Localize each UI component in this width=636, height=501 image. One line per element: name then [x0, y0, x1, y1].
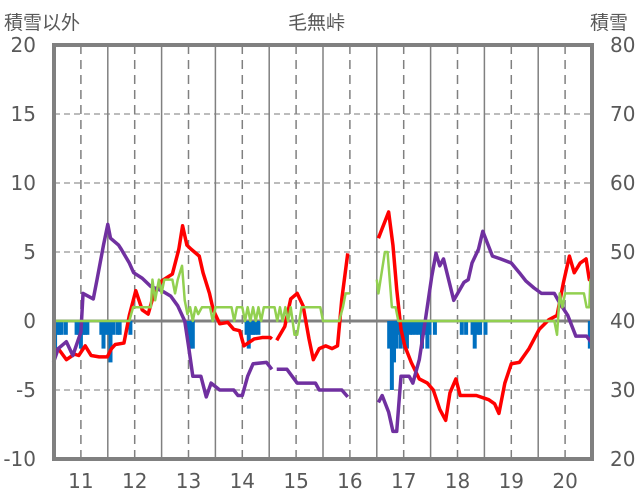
precip-bar	[410, 321, 415, 335]
precip-bar	[432, 321, 437, 335]
left-axis-title: 積雪以外	[4, 12, 81, 34]
precip-bar	[389, 321, 394, 390]
x-tick-label: 11	[68, 469, 93, 493]
precip-bar	[103, 321, 108, 335]
precip-bar	[190, 321, 195, 349]
precip-bar	[402, 321, 407, 349]
precip-bar	[99, 321, 104, 335]
precip-bar	[396, 321, 401, 335]
precip-bar	[74, 321, 79, 335]
x-tick-label: 19	[499, 469, 524, 493]
right-tick-label: 80	[610, 33, 635, 57]
precip-bar	[81, 321, 86, 335]
x-tick-label: 16	[337, 469, 362, 493]
precip-bar	[244, 321, 249, 335]
precip-bar	[117, 321, 122, 335]
series-red-line	[376, 210, 594, 423]
precip-bar	[188, 321, 193, 349]
precip-bar	[83, 321, 88, 335]
precip-bar	[111, 321, 116, 335]
right-tick-label: 40	[610, 309, 635, 333]
precip-bar	[475, 321, 480, 335]
right-axis-title: 積雪	[590, 12, 629, 34]
x-tick-label: 12	[122, 469, 147, 493]
left-tick-label: 5	[23, 240, 36, 264]
left-tick-label: -10	[3, 447, 36, 471]
precip-bar	[256, 321, 261, 335]
x-tick-label: 17	[391, 469, 416, 493]
right-tick-label: 30	[610, 378, 635, 402]
precip-bar	[253, 321, 258, 335]
precip-bar	[400, 321, 405, 335]
precip-bar	[459, 321, 464, 335]
precip-bar	[101, 321, 106, 349]
series-green-line	[54, 264, 350, 337]
precip-bar	[404, 321, 409, 349]
x-tick-label: 13	[176, 469, 201, 493]
x-tick-label: 20	[552, 469, 577, 493]
plot-frame	[52, 43, 594, 461]
left-tick-label: -5	[16, 378, 36, 402]
left-tick-label: 10	[11, 171, 36, 195]
left-tick-label: 15	[11, 102, 36, 126]
precip-bar	[413, 321, 418, 335]
chart-title: 毛無峠	[288, 12, 346, 34]
precip-bar	[416, 321, 421, 335]
right-tick-label: 20	[610, 447, 635, 471]
series-red-line	[52, 224, 274, 362]
left-tick-label: 20	[11, 33, 36, 57]
precip-bar	[59, 321, 64, 335]
series-green-line	[375, 250, 594, 337]
precip-bar	[425, 321, 430, 349]
right-tick-label: 70	[610, 102, 635, 126]
precip-bar	[128, 321, 133, 335]
precip-bar	[392, 321, 397, 363]
precip-bar	[470, 321, 475, 335]
series-red-line	[275, 253, 350, 362]
precip-bar	[427, 321, 432, 335]
precip-bar	[108, 321, 113, 363]
series-purple-line	[51, 222, 274, 399]
precip-bar	[76, 321, 81, 335]
precip-bar	[408, 321, 413, 335]
precip-bar	[464, 321, 469, 335]
right-tick-label: 50	[610, 240, 635, 264]
precip-bar	[248, 321, 253, 335]
precip-bar	[186, 321, 191, 335]
precip-bar	[478, 321, 483, 335]
series-purple-line	[376, 229, 594, 434]
x-tick-label: 18	[445, 469, 470, 493]
right-tick-label: 60	[610, 171, 635, 195]
precip-bar	[394, 321, 399, 349]
precip-bar	[115, 321, 120, 335]
precip-bar	[63, 321, 68, 335]
x-tick-label: 14	[230, 469, 255, 493]
precip-bar	[57, 321, 62, 335]
left-tick-label: 0	[23, 309, 36, 333]
series-purple-line	[276, 367, 350, 399]
precip-bar	[483, 321, 488, 335]
precip-bar	[55, 321, 60, 335]
precip-bar	[472, 321, 477, 349]
precip-bar	[251, 321, 256, 335]
precip-bar	[85, 321, 90, 335]
precip-bar	[387, 321, 392, 349]
x-tick-label: 15	[283, 469, 308, 493]
precip-bar	[246, 321, 251, 349]
